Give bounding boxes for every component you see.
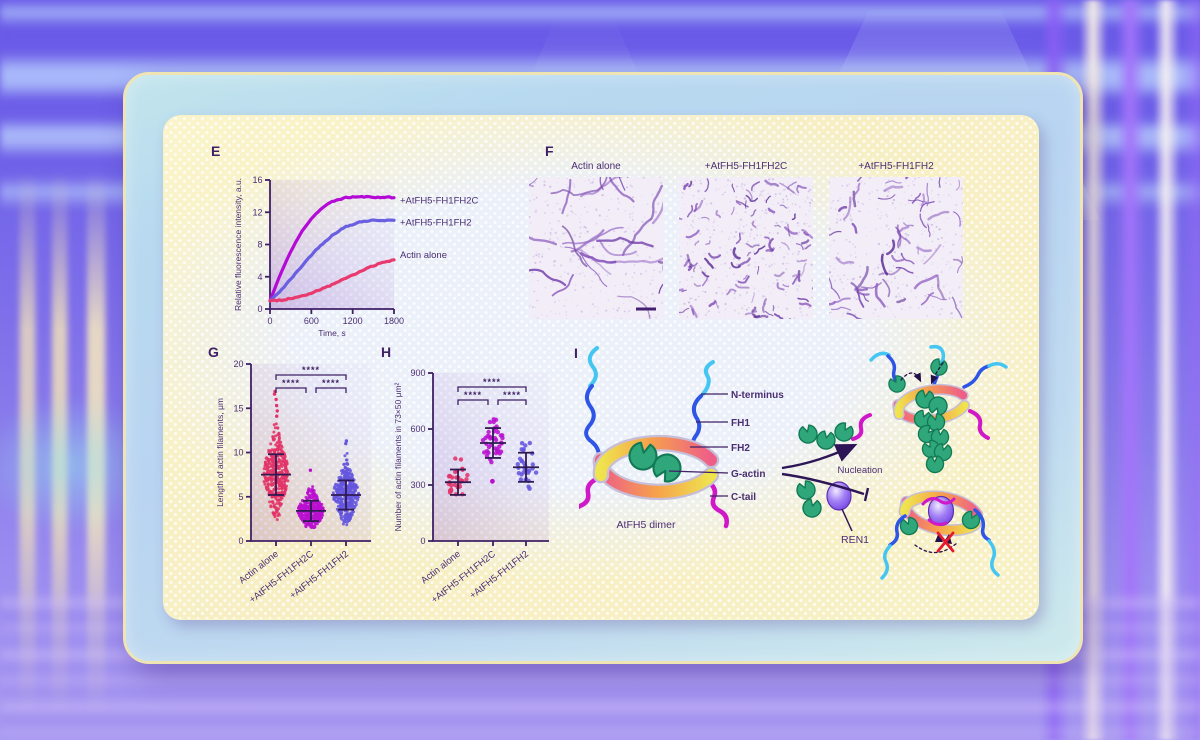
svg-text:Time, s: Time, s	[318, 328, 346, 338]
diagram-part-labels: N-terminus FH1 FH2 G-actin C-tail	[731, 390, 784, 503]
label-n-terminus: N-terminus	[731, 390, 784, 401]
label-c-tail: C-tail	[731, 492, 756, 503]
c-tail-chain-left	[579, 475, 602, 510]
background-vertical-stripes-left	[0, 170, 140, 740]
micrograph-label: +AtFH5-FH1FH2	[858, 161, 934, 172]
chart-filament-count-beeswarm: 0 300 600 900 Number of actin filaments in 7…	[393, 368, 549, 603]
label-g-actin: G-actin	[731, 469, 765, 480]
inhibition-line	[781, 472, 865, 496]
svg-text:600: 600	[304, 316, 319, 326]
svg-text:Length of actin filaments, μm: Length of actin filaments, μm	[215, 398, 225, 507]
svg-text:+AtFH5-FH1FH2: +AtFH5-FH1FH2	[400, 217, 472, 228]
ren1-leader-line	[841, 508, 853, 532]
svg-text:0: 0	[238, 536, 243, 546]
label-nucleation: Nucleation	[838, 465, 883, 476]
svg-text:0: 0	[257, 304, 262, 314]
svg-text:+AtFH5-FH1FH2C: +AtFH5-FH1FH2C	[247, 549, 316, 603]
svg-text:****: ****	[322, 378, 340, 388]
n-terminus-chain-right	[701, 360, 715, 396]
svg-text:900: 900	[410, 368, 425, 378]
blocked-cross-icon	[936, 531, 955, 553]
svg-text:****: ****	[302, 365, 320, 375]
atfh5-dimer-rings	[592, 434, 720, 501]
svg-text:0: 0	[420, 536, 425, 546]
inhibited-dimer-complex	[880, 490, 1000, 580]
chart-fluorescence-timecourse: 0 4 8 12 16 0 600 1200 1800 Time, s Relative fluor…	[233, 175, 479, 338]
panel-label-h: H	[381, 344, 392, 360]
frame-card: E 0 4 8 12 16 0 600 1200 1800 Time, s Relative flu…	[123, 72, 1083, 664]
caption-atfh5-dimer: AtFH5 dimer	[617, 519, 676, 531]
svg-text:+AtFH5-FH1FH2C: +AtFH5-FH1FH2C	[429, 549, 498, 603]
c-tail-chain-right	[702, 477, 729, 529]
svg-text:Number of actin filaments in 7: Number of actin filaments in 73×50 μm²	[393, 382, 403, 531]
svg-text:300: 300	[410, 480, 425, 490]
monomer-addition-arc	[900, 372, 922, 383]
svg-text:15: 15	[233, 403, 243, 413]
svg-text:1200: 1200	[343, 316, 363, 326]
micrograph-label: Actin alone	[571, 161, 621, 172]
panel-label-g: G	[208, 344, 219, 360]
micrograph-fh1fh2c: +AtFH5-FH1FH2C	[679, 161, 813, 319]
label-fh2: FH2	[731, 443, 750, 454]
svg-text:****: ****	[483, 377, 501, 387]
svg-text:****: ****	[282, 378, 300, 388]
svg-text:****: ****	[464, 390, 482, 400]
micrograph-image-actin-alone	[529, 177, 663, 319]
fh1-chain-left	[584, 384, 601, 458]
micrograph-actin-alone: Actin alone	[529, 161, 663, 319]
blocked-addition-arc	[914, 542, 958, 554]
micrograph-fh1fh2: +AtFH5-FH1FH2	[829, 161, 963, 319]
svg-text:Actin alone: Actin alone	[400, 250, 447, 261]
label-ren1: REN1	[841, 534, 869, 546]
svg-text:+AtFH5-FH1FH2: +AtFH5-FH1FH2	[288, 549, 351, 602]
svg-text:****: ****	[503, 390, 521, 400]
svg-text:5: 5	[238, 492, 243, 502]
diagram-leader-lines	[668, 393, 729, 497]
n-terminus-chain-left	[587, 346, 599, 388]
svg-text:4: 4	[257, 272, 262, 282]
svg-text:8: 8	[257, 240, 262, 250]
micrograph-image-fh1fh2c	[679, 177, 813, 319]
panel-label-i: I	[574, 345, 578, 361]
svg-text:12: 12	[252, 207, 262, 217]
figure-card: E 0 4 8 12 16 0 600 1200 1800 Time, s Relative flu…	[163, 115, 1039, 620]
panel-label-e: E	[211, 143, 221, 159]
nucleation-arrow	[781, 444, 858, 470]
svg-text:10: 10	[233, 448, 243, 458]
micrograph-image-fh1fh2	[829, 177, 963, 319]
svg-text:0: 0	[267, 316, 272, 326]
nucleating-dimer-complex	[851, 344, 1008, 474]
label-fh1: FH1	[731, 418, 750, 429]
svg-text:Relative fluorescence intensit: Relative fluorescence intensity, a.u.	[233, 178, 243, 311]
svg-text:20: 20	[233, 359, 243, 369]
svg-text:+AtFH5-FH1FH2: +AtFH5-FH1FH2	[468, 549, 531, 602]
svg-text:600: 600	[410, 424, 425, 434]
monomer-addition-arc	[930, 362, 944, 385]
svg-text:16: 16	[252, 175, 262, 185]
inhibition-bar	[863, 487, 870, 502]
panel-label-f: F	[545, 143, 554, 159]
diagram-atfh5-nucleation-model: N-terminus FH1 FH2 G-actin C-tail AtFH5 …	[579, 344, 1008, 580]
svg-text:1800: 1800	[384, 316, 404, 326]
svg-text:+AtFH5-FH1FH2C: +AtFH5-FH1FH2C	[400, 196, 479, 207]
micrograph-label: +AtFH5-FH1FH2C	[704, 161, 788, 172]
